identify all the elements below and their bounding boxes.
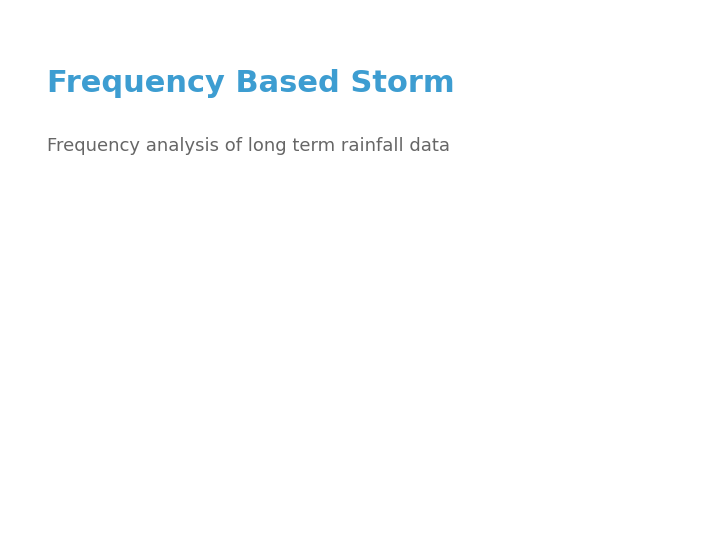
Text: Frequency Based Storm: Frequency Based Storm bbox=[47, 69, 454, 98]
Text: Frequency analysis of long term rainfall data: Frequency analysis of long term rainfall… bbox=[47, 137, 450, 155]
